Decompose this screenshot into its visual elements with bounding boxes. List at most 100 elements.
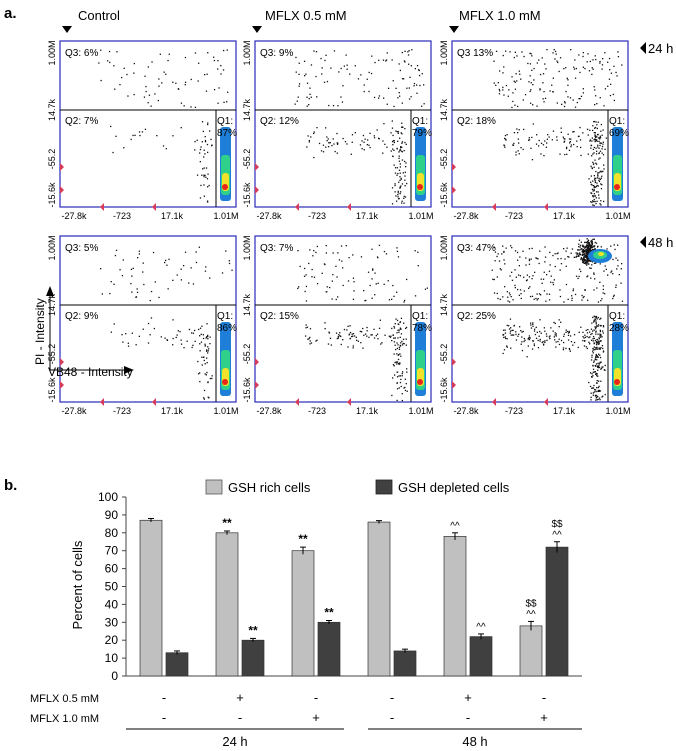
y-tick-label: 14.7k [242, 293, 252, 316]
x-tick-label: 17.1k [356, 406, 379, 416]
treatment-sign: - [390, 690, 394, 705]
scatter-plot: Q3: 7% Q2: 15% Q1: 78% 1.00M 14.7k -55.2 -15.6k… [242, 235, 434, 416]
treatment-table: MFLX 0.5 mM - + - - + - MFLX 1.0 mM - - + - - +24 h 48… [30, 690, 582, 749]
marker-icon [255, 381, 259, 389]
scatter-plot: Q3: 6%Q2: 7% Q1: 87%1.00M14.7k-55.2-15.6k-… [47, 40, 239, 221]
significance-annotation: ^^ [526, 609, 536, 620]
bar-gsh-depleted [393, 650, 417, 677]
significance-annotation: ** [298, 532, 308, 546]
quadrant-q1-label: Q1: 86% [217, 311, 237, 334]
bar-gsh-depleted [545, 546, 569, 677]
event-dots [294, 49, 425, 205]
marker-icon [100, 398, 104, 406]
significance-annotation: $$ [551, 519, 563, 530]
y-tick-label: 30 [105, 615, 119, 629]
bar-gsh-rich [215, 532, 239, 677]
treatment-sign: - [162, 710, 166, 725]
chart-y-label: Percent of cells [70, 540, 85, 629]
quadrant-q2-label: Q2: 12% [260, 116, 299, 127]
treatment-sign: - [390, 710, 394, 725]
y-tick-label: 14.7k [47, 293, 57, 316]
marker-icon [452, 163, 456, 171]
y-tick-label: -15.6k [439, 182, 449, 208]
marker-icon [152, 203, 156, 211]
bar-gsh-rich [443, 536, 467, 677]
treatment-sign: - [314, 690, 318, 705]
x-tick-label: -27.8k [256, 211, 282, 221]
quadrant-q2-label: Q2: 15% [260, 311, 299, 322]
y-tick-label: -55.2 [47, 149, 57, 170]
marker-icon [492, 398, 496, 406]
marker-icon [452, 381, 456, 389]
arrow-left-icon [640, 236, 646, 248]
treatment-sign: - [466, 710, 470, 725]
quadrant-q3-label: Q3: 5% [65, 243, 98, 254]
arrow-down-icon [62, 26, 72, 33]
scatter-plot: Q3: 9% Q2: 12% Q1: 79% 1.00M 14.7k -55.2 -15.6k… [242, 40, 434, 221]
column-header-mflx-10: MFLX 1.0 mM [459, 8, 541, 23]
row-label-text: 24 h [648, 41, 673, 56]
bar-gsh-rich [367, 521, 391, 677]
quadrant-q1-label: Q1: 79% [412, 116, 432, 139]
density-cluster [220, 322, 231, 396]
plot-frame [451, 235, 629, 403]
legend-label-depleted: GSH depleted cells [398, 480, 510, 495]
panel-b-label: b. [4, 477, 17, 494]
marker-icon [255, 358, 259, 366]
arrow-right-icon [124, 366, 134, 374]
x-tick-label: 17.1k [161, 211, 184, 221]
significance-annotation: ^^ [552, 530, 562, 541]
y-tick-label: -55.2 [242, 149, 252, 170]
row-label-24h: 24 h [640, 41, 673, 56]
marker-icon [544, 398, 548, 406]
y-tick-label: 10 [105, 651, 119, 665]
bar-gsh-depleted [469, 636, 493, 677]
x-tick-label: 17.1k [161, 406, 184, 416]
marker-icon [295, 398, 299, 406]
x-tick-label: -723 [308, 406, 326, 416]
y-tick-label: -15.6k [242, 182, 252, 208]
density-cluster [220, 127, 231, 201]
column-header-mflx-05: MFLX 0.5 mM [265, 8, 347, 23]
plot-frame [59, 40, 237, 208]
y-tick-label: -55.2 [439, 344, 449, 365]
x-tick-label: 17.1k [553, 406, 576, 416]
x-tick-label: 17.1k [553, 211, 576, 221]
marker-icon [60, 358, 64, 366]
x-tick-label: 1.01M [408, 406, 433, 416]
arrow-left-icon [640, 42, 646, 54]
quadrant-q1-label: Q1: 69% [609, 116, 629, 139]
event-dots [100, 246, 233, 400]
x-tick-label: -723 [505, 211, 523, 221]
y-tick-label: 20 [105, 633, 119, 647]
quadrant-q2-label: Q2: 25% [457, 311, 496, 322]
x-tick-label: -27.8k [61, 211, 87, 221]
row-label-48h: 48 h [640, 235, 673, 250]
legend-label-rich: GSH rich cells [228, 480, 311, 495]
axis-arrows: VB48 - Intensity PI - Intensity [33, 286, 134, 379]
significance-annotation: ** [222, 516, 232, 530]
quadrant-q3-label: Q3: 9% [260, 48, 293, 59]
y-tick-label: 1.00M [47, 235, 57, 260]
column-header-control: Control [78, 8, 120, 23]
y-tick-label: 50 [105, 580, 119, 594]
bar-gsh-depleted [241, 639, 265, 677]
y-tick-label: 14.7k [47, 98, 57, 121]
bar-gsh-rich [291, 550, 315, 677]
y-tick-label: 60 [105, 562, 119, 576]
marker-icon [60, 186, 64, 194]
y-tick-label: -15.6k [47, 182, 57, 208]
row-label-text: 48 h [648, 235, 673, 250]
y-tick-label: 80 [105, 526, 119, 540]
y-tick-label: 14.7k [242, 98, 252, 121]
density-cluster [612, 127, 623, 201]
event-dots [98, 49, 229, 203]
marker-icon [347, 398, 351, 406]
panel-a-label: a. [4, 5, 17, 22]
flow-cytometry-plots: Q3: 6%Q2: 7% Q1: 87%1.00M14.7k-55.2-15.6k-… [47, 40, 631, 416]
marker-icon [452, 186, 456, 194]
y-tick-label: 100 [98, 490, 118, 504]
y-tick-label: 90 [105, 508, 119, 522]
marker-icon [100, 203, 104, 211]
